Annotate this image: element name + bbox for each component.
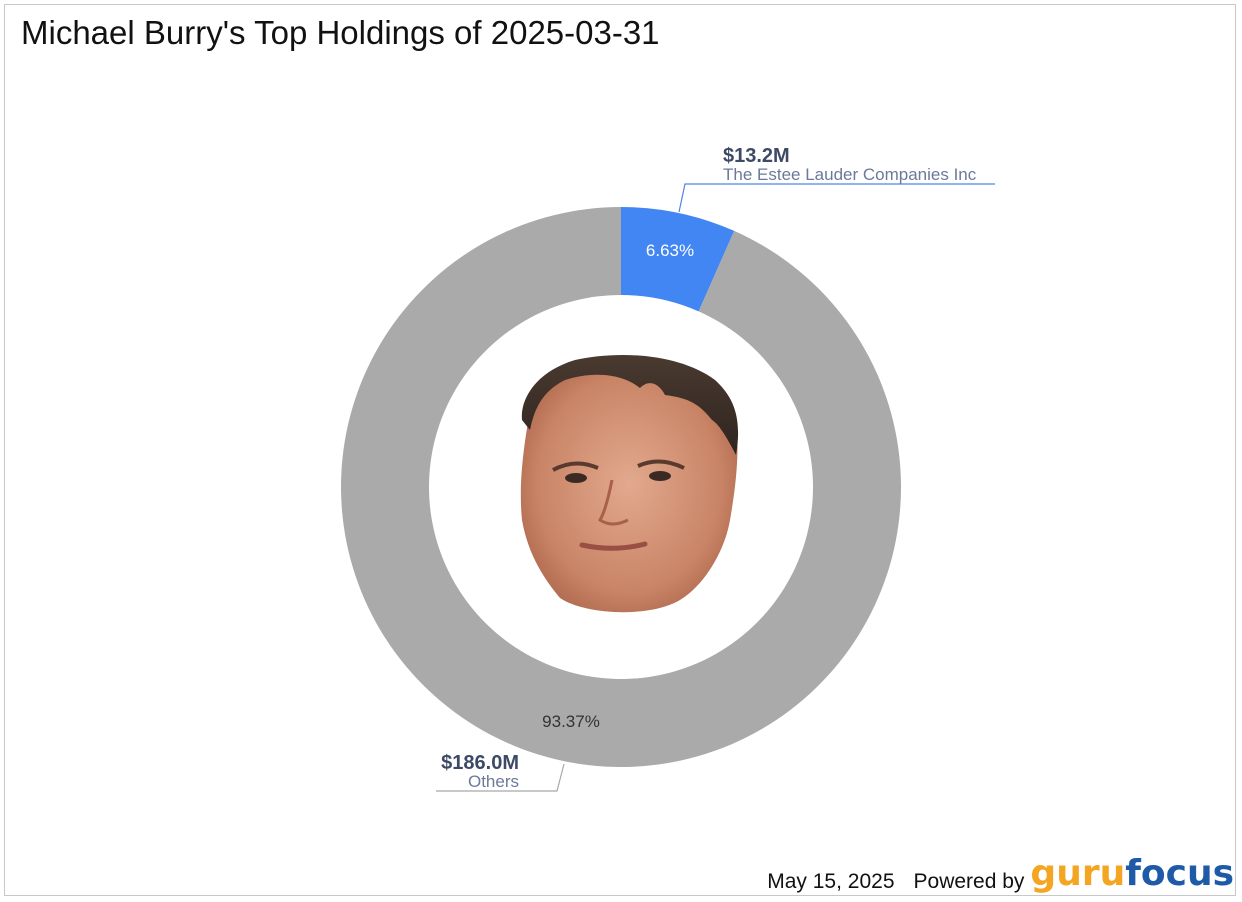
- portrait-photo: [520, 354, 739, 613]
- footer-date: May 15, 2025: [767, 870, 895, 893]
- chart-title: Michael Burry's Top Holdings of 2025-03-…: [21, 14, 660, 51]
- others-value-label: $186.0M: [441, 752, 519, 774]
- estee-value-label: $13.2M: [723, 145, 790, 167]
- others-percent-label: 93.37%: [542, 712, 600, 731]
- estee-percent-label: 6.63%: [646, 241, 694, 260]
- gurufocus-logo[interactable]: gurufocus: [1030, 854, 1234, 894]
- donut-slices: [340, 207, 901, 767]
- powered-by-text: Powered by: [913, 870, 1025, 893]
- others-leader-line: [436, 763, 565, 792]
- others-name-label: Others: [468, 772, 519, 791]
- footer: May 15, 2025 Powered by gurufocus: [767, 854, 1234, 894]
- logo-focus-text: focus: [1125, 853, 1234, 894]
- donut-slice-estee-lauder[interactable]: [621, 207, 735, 312]
- logo-guru-text: guru: [1030, 853, 1126, 894]
- estee-leader-line: [678, 183, 995, 213]
- estee-name-label: The Estee Lauder Companies Inc: [723, 165, 977, 184]
- donut-slice-others[interactable]: [340, 207, 901, 767]
